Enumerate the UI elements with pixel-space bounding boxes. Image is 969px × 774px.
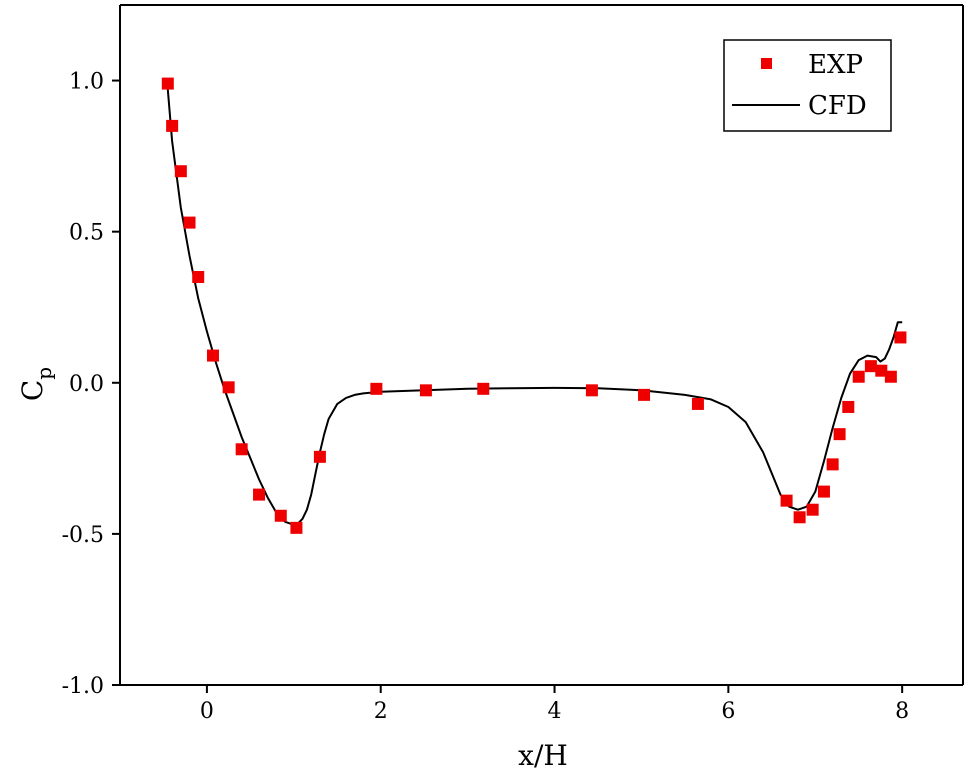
data-point-exp	[793, 511, 806, 524]
data-point-exp	[691, 397, 704, 410]
data-point-exp	[806, 503, 819, 516]
x-axis-title: x/H	[518, 739, 568, 772]
x-tick-label: 6	[721, 699, 735, 724]
y-tick-label: -1.0	[62, 674, 104, 699]
y-axis-title-main: C	[16, 380, 49, 401]
legend-box	[723, 39, 892, 132]
data-point-exp	[192, 271, 205, 283]
y-tick-label: 0.0	[69, 372, 104, 397]
data-point-exp	[161, 77, 174, 90]
data-point-exp	[884, 370, 897, 383]
y-axis-title-subscript: p	[32, 367, 56, 380]
x-tick-label: 0	[200, 699, 214, 724]
data-point-exp	[253, 488, 266, 501]
data-point-exp	[817, 485, 830, 498]
legend: EXP CFD	[723, 39, 892, 132]
x-axis-ticks: 0 2 4 6 8	[200, 685, 909, 724]
data-point-exp	[585, 384, 598, 397]
legend-exp-marker	[761, 58, 772, 69]
data-point-exp	[842, 400, 855, 413]
series-line-cfd	[166, 89, 903, 526]
y-tick-label: -0.5	[62, 523, 104, 548]
x-tick-label: 2	[374, 699, 388, 724]
y-tick-label: 0.5	[69, 221, 104, 246]
data-point-exp	[852, 370, 865, 383]
data-point-exp	[826, 458, 839, 471]
data-point-exp	[222, 381, 235, 394]
data-point-exp	[833, 428, 846, 441]
data-point-exp	[894, 331, 907, 344]
x-tick-label: 4	[548, 699, 562, 724]
data-point-exp	[875, 364, 888, 377]
data-point-exp	[419, 384, 432, 397]
data-point-exp	[174, 165, 187, 178]
data-point-exp	[313, 450, 326, 463]
legend-cfd-label: CFD	[808, 91, 867, 121]
series-layer	[161, 77, 907, 534]
data-point-exp	[638, 388, 651, 401]
data-point-exp	[477, 382, 490, 395]
data-point-exp	[183, 216, 196, 229]
data-point-exp	[235, 443, 248, 456]
legend-exp-label: EXP	[808, 50, 863, 80]
data-point-exp	[864, 360, 877, 373]
data-point-exp	[780, 494, 793, 507]
data-point-exp	[206, 349, 219, 362]
y-axis-title: Cp	[16, 367, 56, 401]
data-point-exp	[370, 382, 383, 395]
data-point-exp	[290, 521, 303, 534]
data-point-exp	[274, 509, 287, 522]
data-point-exp	[166, 119, 179, 132]
y-axis-ticks: -1.0 -0.5 0.0 0.5 1.0	[62, 70, 120, 699]
x-tick-label: 8	[895, 699, 909, 724]
plot-area	[119, 4, 964, 686]
y-tick-label: 1.0	[69, 70, 104, 95]
